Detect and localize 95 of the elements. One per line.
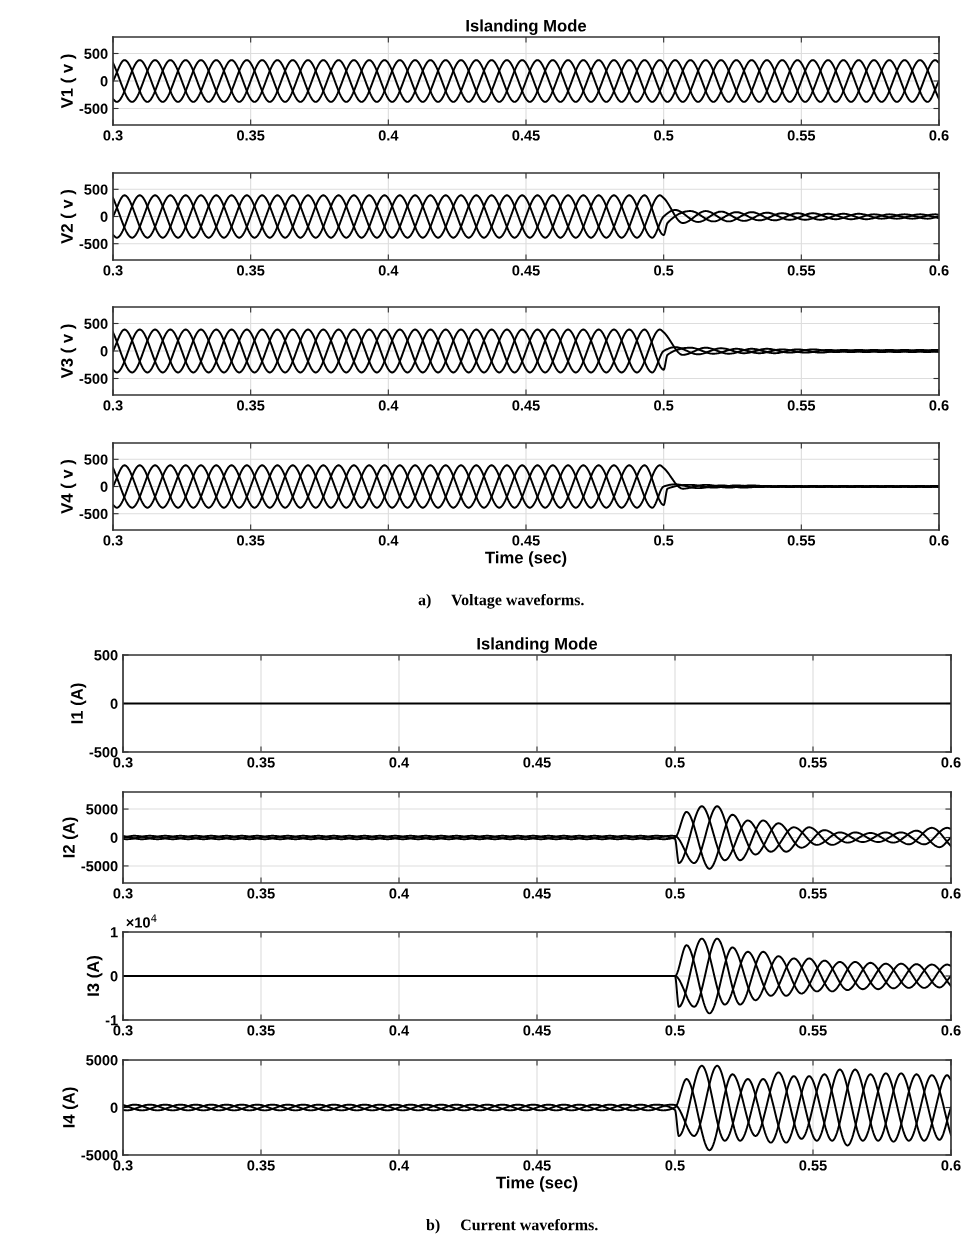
x-tick-label: 0.5 [665, 1025, 685, 1036]
x-tick-label: 0.5 [654, 400, 674, 411]
x-tick-label: 0.45 [523, 757, 551, 768]
x-tick-label: 0.4 [378, 535, 399, 546]
x-tick-label: 0.45 [512, 130, 540, 141]
text: ×10$^{4}$ [126, 914, 157, 928]
x-tick-label: 0.35 [247, 1025, 275, 1036]
y-tick-label: -500 [79, 508, 108, 520]
x-tick-label: 0.3 [103, 535, 123, 546]
x-tick-label: 0.5 [654, 535, 674, 546]
text: b) Current waveforms. [426, 1218, 598, 1234]
y-tick-label: 500 [84, 48, 108, 59]
chart-title: Islanding Mode [477, 637, 598, 653]
x-tick-label: 0.6 [929, 400, 949, 411]
x-tick-label: 0.6 [929, 265, 949, 276]
x-tick-label: 0.4 [378, 400, 399, 411]
y-tick-label: 0 [100, 346, 108, 357]
x-tick-label: 0.3 [113, 757, 133, 768]
y-axis-title: V1 ( v ) [60, 54, 77, 109]
x-tick-label: 0.55 [787, 535, 816, 546]
x-tick-label: 0.55 [799, 1160, 827, 1171]
chart-title: Islanding Mode [466, 19, 587, 35]
y-tick-label: -500 [79, 103, 108, 114]
y-tick-label: 0 [110, 971, 118, 982]
x-tick-label: 0.6 [929, 130, 949, 141]
x-tick-label: 0.55 [787, 265, 816, 276]
y-axis-title: V4 ( v ) [60, 460, 77, 514]
x-tick-label: 0.3 [103, 265, 123, 276]
y-tick-label: 0 [100, 211, 108, 222]
x-tick-label: 0.35 [237, 535, 265, 546]
y-axis-title: I2 (A) [62, 817, 79, 858]
y-tick-label: -5000 [81, 1150, 118, 1161]
x-tick-label: 0.55 [799, 888, 827, 899]
text: a) Voltage waveforms. [418, 593, 584, 609]
x-tick-label: 0.55 [787, 400, 816, 411]
x-tick-label: 0.4 [389, 1025, 410, 1036]
x-tick-label: 0.4 [378, 130, 399, 141]
y-tick-label: 5000 [86, 804, 118, 815]
x-tick-label: 0.35 [237, 265, 265, 276]
x-tick-label: 0.35 [247, 888, 275, 899]
x-tick-label: 0.35 [247, 757, 275, 768]
x-tick-label: 0.6 [941, 757, 961, 768]
y-tick-label: 500 [84, 184, 108, 195]
y-axis-title: V3 ( v ) [60, 324, 77, 379]
y-tick-label: 1 [110, 927, 118, 938]
y-tick-label: 0 [110, 698, 118, 709]
y-tick-label: 500 [94, 650, 118, 661]
y-tick-label: 500 [84, 318, 108, 329]
y-axis-title: I1 (A) [70, 683, 87, 724]
x-tick-label: 0.55 [799, 1025, 827, 1036]
x-tick-label: 0.5 [665, 757, 685, 768]
x-tick-label: 0.55 [799, 757, 827, 768]
x-tick-label: 0.35 [237, 400, 265, 411]
x-tick-label: 0.6 [941, 1025, 961, 1036]
x-tick-label: 0.45 [512, 535, 540, 546]
x-tick-label: 0.3 [103, 400, 123, 411]
x-tick-label: 0.3 [113, 888, 133, 899]
x-tick-label: 0.55 [787, 130, 816, 141]
x-tick-label: 0.6 [941, 1160, 961, 1171]
y-tick-label: -1 [105, 1015, 118, 1026]
y-tick-label: 0 [110, 832, 118, 843]
x-tick-label: 0.5 [654, 265, 674, 276]
y-tick-label: 5000 [86, 1055, 118, 1066]
y-axis-title: I4 (A) [62, 1087, 79, 1128]
x-tick-label: 0.3 [113, 1025, 133, 1036]
x-tick-label: 0.3 [113, 1160, 133, 1171]
x-tick-label: 0.4 [389, 757, 410, 768]
y-tick-label: 0 [100, 481, 108, 492]
x-tick-label: 0.3 [103, 130, 123, 141]
y-tick-label: 500 [84, 454, 108, 465]
y-tick-label: 0 [110, 1102, 118, 1113]
x-tick-label: 0.35 [247, 1160, 275, 1171]
x-tick-label: 0.45 [523, 1025, 551, 1036]
x-tick-label: 0.45 [523, 888, 551, 899]
x-tick-label: 0.45 [512, 400, 540, 411]
y-axis-title: V2 ( v ) [60, 190, 77, 244]
x-tick-label: 0.5 [654, 130, 674, 141]
x-tick-label: 0.6 [929, 535, 949, 546]
y-tick-label: -500 [79, 373, 108, 384]
y-tick-label: -5000 [81, 861, 118, 872]
x-tick-label: 0.4 [378, 265, 399, 276]
y-axis-title: I3 (A) [86, 955, 103, 996]
x-tick-label: 0.5 [665, 1160, 685, 1171]
x-axis-title: Time (sec) [496, 1176, 578, 1192]
x-tick-label: 0.35 [237, 130, 265, 141]
x-tick-label: 0.6 [941, 888, 961, 899]
y-tick-label: -500 [89, 747, 118, 758]
x-tick-label: 0.45 [523, 1160, 551, 1171]
x-axis-title: Time (sec) [485, 551, 567, 567]
y-tick-label: 0 [100, 76, 108, 87]
y-tick-label: -500 [79, 238, 108, 250]
x-tick-label: 0.45 [512, 265, 540, 276]
x-tick-label: 0.5 [665, 888, 685, 899]
x-tick-label: 0.4 [389, 1160, 410, 1171]
x-tick-label: 0.4 [389, 888, 410, 899]
